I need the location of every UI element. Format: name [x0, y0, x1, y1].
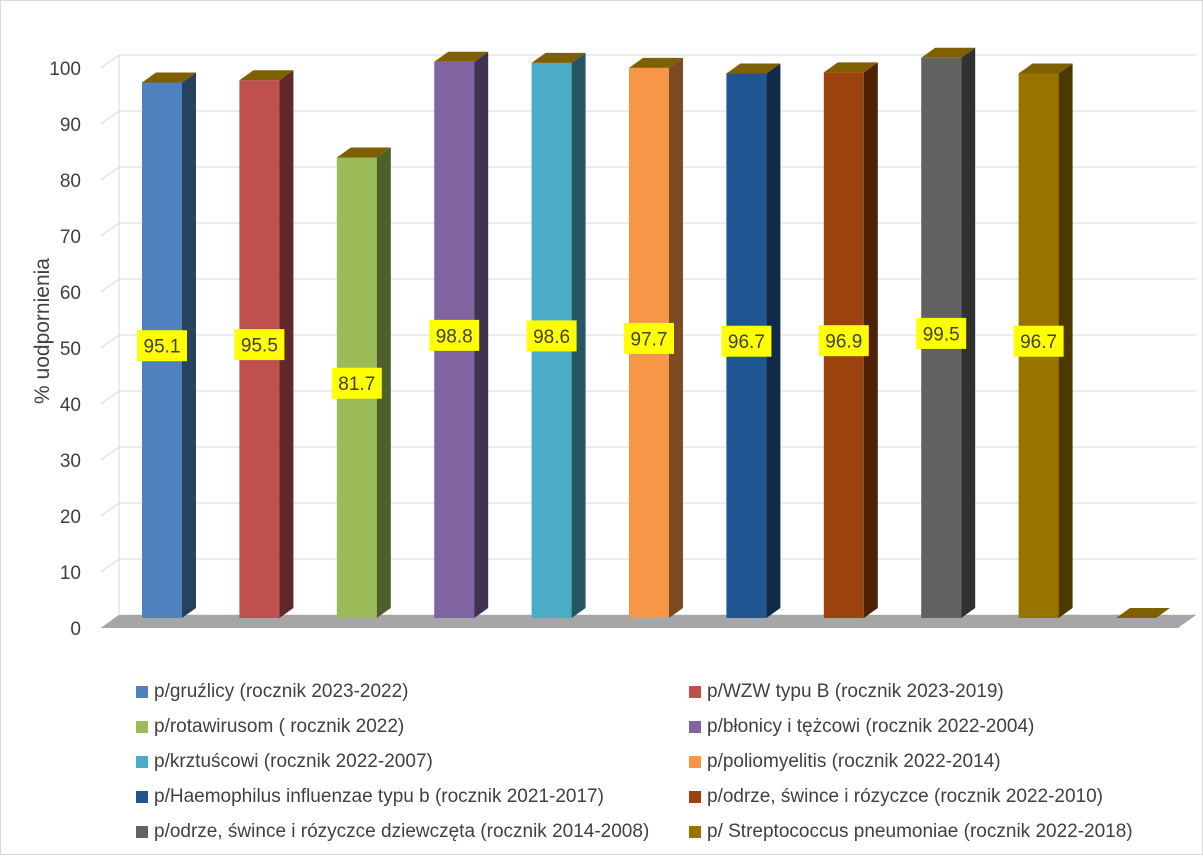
y-tick-label: 90 [60, 115, 81, 136]
legend-swatch [136, 755, 148, 768]
bar-side [182, 72, 196, 618]
gridline-side [100, 502, 120, 517]
bar-top [531, 52, 586, 63]
gridline-side [100, 334, 120, 349]
data-label: 97.7 [631, 329, 668, 350]
bar-side [474, 51, 489, 619]
data-label-bg [234, 329, 285, 361]
legend-swatch [689, 825, 701, 838]
gridline-side [100, 390, 120, 405]
gridline-side [100, 278, 120, 293]
data-label: 96.7 [1020, 332, 1057, 353]
data-label: 96.9 [825, 332, 862, 353]
gridline-side [100, 446, 120, 461]
data-label: 98.8 [436, 326, 473, 347]
legend-swatch [136, 790, 148, 803]
y-axis-title: % uodpornienia [31, 258, 54, 404]
y-tick-label: 70 [60, 227, 81, 248]
data-label-bg [526, 320, 577, 352]
gridline-side [100, 54, 120, 69]
y-tick-label: 30 [60, 451, 81, 472]
legend-label: p/rotawirusom ( rocznik 2022) [154, 715, 405, 737]
chart-floor [101, 615, 1196, 628]
data-label: 95.1 [144, 337, 181, 358]
legend-item: p/WZW typu B (rocznik 2023-2019) [689, 677, 1202, 706]
legend-item: p/Haemophilus influenzae typu b (rocznik… [136, 782, 689, 811]
legend-item: p/rotawirusom ( rocznik 2022) [136, 712, 689, 741]
bar-top [336, 147, 391, 158]
legend-swatch [689, 720, 701, 733]
data-label-bg [1013, 325, 1064, 357]
bar-side [669, 57, 683, 618]
data-label: 96.7 [728, 332, 765, 353]
legend-swatch [689, 790, 701, 803]
y-tick-label: 100 [49, 59, 81, 80]
legend-label: p/odrze, śwince i rózyczce (rocznik 2022… [707, 785, 1104, 807]
legend-label: p/gruźlicy (rocznik 2023-2022) [154, 680, 409, 702]
bar-top [434, 51, 489, 62]
legend-label: p/poliomyelitis (rocznik 2022-2014) [707, 750, 1001, 772]
data-label-bg [818, 325, 869, 357]
bar-side [961, 47, 976, 619]
data-label: 81.7 [338, 374, 375, 395]
legend-label: p/błonicy i tężcowi (rocznik 2022-2004) [707, 715, 1035, 737]
bar-top [629, 57, 683, 68]
data-label-bg [331, 367, 382, 399]
y-tick-label: 50 [60, 339, 81, 360]
data-label-bg [429, 319, 480, 351]
legend-label: p/krztuścowi (rocznik 2022-2007) [154, 750, 433, 772]
y-tick-label: 40 [60, 395, 81, 416]
data-label: 98.6 [533, 327, 570, 348]
data-label-bg [916, 317, 967, 349]
chart-legend: p/gruźlicy (rocznik 2023-2022) p/WZW typu… [136, 677, 1202, 846]
legend-item: p/ Streptococcus pneumoniae (rocznik 202… [689, 817, 1202, 846]
bar-top [921, 47, 976, 58]
legend-label: p/Haemophilus influenzae typu b (rocznik… [154, 785, 604, 807]
legend-swatch [136, 825, 148, 838]
y-tick-label: 60 [60, 283, 81, 304]
bar-side [863, 62, 878, 619]
legend-item: p/gruźlicy (rocznik 2023-2022) [136, 677, 689, 706]
y-tick-label: 10 [60, 563, 81, 584]
gridline-side [100, 110, 120, 125]
legend-label: p/odrze, śwince i rózyczce dziewczęta (r… [154, 820, 650, 842]
legend-swatch [136, 720, 148, 733]
gridline-side [100, 222, 120, 237]
legend-item: p/odrze, śwince i rózyczce (rocznik 2022… [689, 782, 1202, 811]
empty-bar-top [1116, 608, 1170, 618]
bar-side [1058, 63, 1073, 619]
bar-side [376, 147, 391, 619]
legend-label: p/ Streptococcus pneumoniae (rocznik 202… [707, 820, 1133, 842]
gridline-side [100, 166, 120, 181]
legend-swatch [689, 755, 701, 768]
gridline-side [100, 558, 120, 573]
legend-item: p/poliomyelitis (rocznik 2022-2014) [689, 747, 1202, 776]
y-tick-label: 80 [60, 171, 81, 192]
bar-top [726, 63, 781, 74]
bar-top [239, 70, 294, 81]
y-tick-label: 20 [60, 507, 81, 528]
legend-item: p/krztuścowi (rocznik 2022-2007) [136, 747, 689, 776]
bar-top [1018, 63, 1073, 74]
y-tick-label: 0 [70, 619, 81, 640]
legend-label: p/WZW typu B (rocznik 2023-2019) [707, 680, 1004, 702]
bar-top [823, 62, 878, 73]
bar-side [279, 70, 294, 618]
bar-side [571, 52, 586, 618]
bar-top [142, 72, 196, 83]
data-label-bg [721, 325, 772, 357]
legend-swatch [136, 685, 148, 698]
legend-item: p/odrze, śwince i rózyczce dziewczęta (r… [136, 817, 689, 846]
data-label-bg [137, 330, 187, 362]
data-label-bg [624, 322, 674, 354]
legend-item: p/błonicy i tężcowi (rocznik 2022-2004) [689, 712, 1202, 741]
data-label: 95.5 [241, 336, 278, 357]
data-label: 99.5 [923, 324, 960, 345]
legend-swatch [689, 685, 701, 698]
bar-side [766, 63, 781, 619]
